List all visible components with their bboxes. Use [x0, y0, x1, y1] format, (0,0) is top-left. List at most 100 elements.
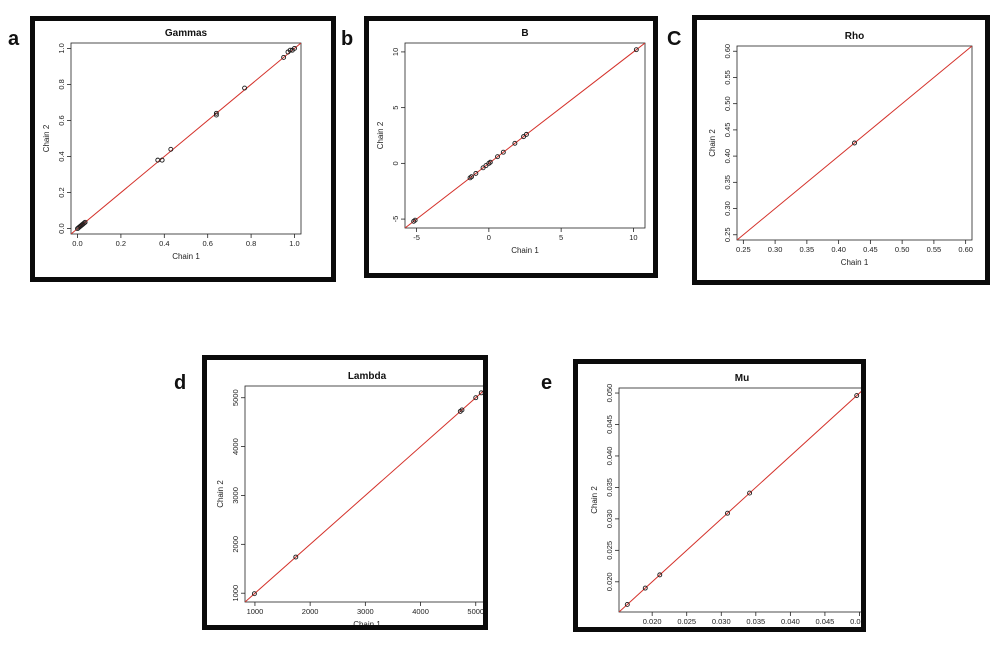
chart-svg: Gammas 0.0 0.2 0.4 0.6 0.8 1.0 0.0 0.2 0.4 0.6 0.8 1…: [42, 28, 302, 261]
x-tick-label: 5: [559, 233, 563, 242]
data-point: [642, 585, 648, 591]
data-point: [657, 572, 663, 578]
reference-line: [71, 43, 301, 234]
data-point: [82, 219, 88, 225]
x-tick-label: 0.030: [712, 617, 731, 626]
chart-svg: B -5 0 5 10 -5 0 5 10 Chain 1 Chain 2: [376, 28, 646, 255]
x-tick-label: 1.0: [289, 239, 299, 248]
y-tick-label: -5: [391, 216, 400, 223]
data-point: [242, 85, 248, 91]
reference-line: [737, 46, 972, 240]
y-axis-label: Chain 2: [708, 129, 717, 157]
y-tick-label: 0.8: [57, 79, 66, 89]
data-point: [293, 554, 299, 560]
y-tick-label: 0.030: [605, 509, 614, 528]
x-tick-label: 0.45: [863, 245, 878, 254]
x-tick-label: 0: [487, 233, 491, 242]
x-tick-label: 0.0: [72, 239, 82, 248]
x-tick-label: 0.045: [816, 617, 835, 626]
x-tick-label: 0.2: [116, 239, 126, 248]
y-axis-label: Chain 2: [216, 480, 225, 508]
y-tick-label: 5000: [231, 389, 240, 406]
chart-panel-lambda: Lambda 1000 2000 3000 4000 5000 1000 2000 3000 40…: [202, 355, 488, 630]
chart-svg: Lambda 1000 2000 3000 4000 5000 1000 2000 3000 40…: [216, 371, 483, 625]
chart-title: B: [521, 28, 528, 39]
panel-letter-e: e: [541, 372, 553, 394]
data-point: [512, 140, 518, 146]
data-point: [473, 170, 479, 176]
data-point: [469, 174, 474, 180]
x-tick-label: 0.025: [677, 617, 696, 626]
x-tick-label: -5: [413, 233, 420, 242]
y-tick-label: 10: [391, 48, 400, 56]
y-axis-label: Chain 2: [376, 121, 385, 149]
x-tick-label: 2000: [302, 607, 319, 616]
x-tick-label: 0.040: [781, 617, 800, 626]
y-tick-label: 0.60: [723, 44, 732, 59]
data-point: [500, 149, 506, 155]
y-tick-label: 0.025: [605, 541, 614, 560]
panel-letter-b: b: [341, 28, 354, 50]
y-tick-label: 0.40: [723, 149, 732, 164]
data-point: [487, 159, 493, 165]
x-tick-label: 10: [629, 233, 637, 242]
chart-panel-rho: Rho 0.25 0.30 0.35 0.40 0.45 0.50 0.55 0.60 0.25 0…: [692, 15, 990, 285]
data-point: [495, 154, 500, 160]
data-point: [633, 47, 639, 53]
data-point: [287, 47, 293, 53]
chart-panel-b: B -5 0 5 10 -5 0 5 10 Chain 1 Chain 2: [364, 16, 658, 278]
data-point: [747, 490, 753, 496]
x-tick-label: 0.35: [800, 245, 815, 254]
x-tick-label: 0.55: [927, 245, 942, 254]
chart-svg: Mu 0.020 0.025 0.030 0.035 0.040 0.045 0.050 0.0…: [590, 373, 861, 626]
data-point: [624, 601, 630, 607]
x-tick-label: 0.050: [850, 617, 861, 626]
x-axis-label: Chain 1: [511, 246, 539, 255]
x-tick-label: 0.035: [746, 617, 765, 626]
x-tick-label: 0.4: [159, 239, 169, 248]
y-tick-label: 0.4: [57, 151, 66, 161]
chart-panel-mu: Mu 0.020 0.025 0.030 0.035 0.040 0.045 0.050 0.0…: [573, 359, 866, 632]
y-tick-label: 2000: [231, 536, 240, 553]
x-tick-label: 0.8: [246, 239, 256, 248]
x-tick-label: 0.50: [895, 245, 910, 254]
y-tick-label: 0.0: [57, 223, 66, 233]
data-point: [523, 131, 529, 137]
x-tick-label: 0.020: [643, 617, 662, 626]
y-tick-label: 5: [391, 106, 400, 110]
y-tick-label: 0.020: [605, 572, 614, 591]
y-tick-label: 0.45: [723, 123, 732, 138]
x-tick-label: 3000: [357, 607, 374, 616]
data-point: [478, 390, 483, 396]
panel-letter-a: a: [8, 28, 20, 50]
x-tick-label: 0.6: [202, 239, 212, 248]
chart-title: Mu: [735, 373, 749, 384]
data-point: [412, 217, 418, 223]
data-point: [168, 146, 174, 152]
chart-svg: Rho 0.25 0.30 0.35 0.40 0.45 0.50 0.55 0.60 0.25 0…: [708, 31, 973, 267]
data-point: [251, 591, 257, 597]
data-point: [725, 510, 730, 516]
chart-title: Rho: [845, 31, 864, 42]
y-tick-label: 0.25: [723, 227, 732, 242]
data-point: [281, 54, 287, 60]
y-tick-label: 0.2: [57, 187, 66, 197]
panel-letter-d: d: [174, 372, 187, 394]
x-tick-label: 0.25: [736, 245, 751, 254]
y-tick-label: 0.35: [723, 175, 732, 190]
plot-frame: [70, 42, 302, 235]
y-tick-label: 1.0: [57, 43, 66, 53]
y-tick-label: 0.035: [605, 478, 614, 497]
x-tick-label: 0.30: [768, 245, 783, 254]
data-point: [213, 110, 219, 116]
data-point: [459, 407, 465, 413]
panel-letter-c: C: [667, 28, 682, 50]
chart-title: Gammas: [165, 28, 208, 39]
x-tick-label: 5000: [467, 607, 483, 616]
y-axis-label: Chain 2: [590, 486, 599, 514]
reference-line: [619, 390, 861, 612]
x-tick-label: 0.40: [831, 245, 846, 254]
y-tick-label: 0.040: [605, 447, 614, 466]
data-point: [854, 393, 860, 399]
plot-frame: [404, 42, 646, 229]
